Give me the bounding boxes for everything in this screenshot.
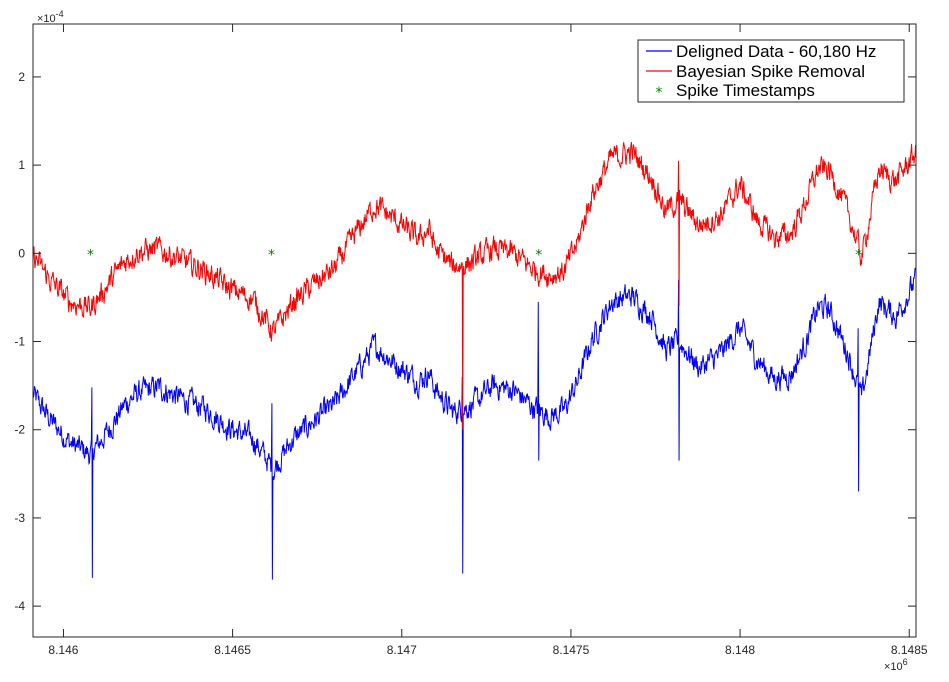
axes-background [33,24,916,637]
x-multiplier-power: 6 [903,657,908,667]
x-tick-label: 8.147 [387,643,417,657]
legend-box [637,39,905,103]
x-axis-multiplier: ×106 [884,657,908,673]
legend-label-spikes: Spike Timestamps [676,81,815,100]
y-tick-label: 1 [18,158,25,172]
x-tick-label: 8.1475 [553,643,590,657]
y-tick-label: 0 [18,246,25,260]
x-tick-label: 8.1485 [891,643,928,657]
x-tick-label: 8.148 [725,643,755,657]
legend: Deligned Data - 60,180 Hz Bayesian Spike… [637,39,905,103]
y-multiplier-base: ×10 [37,13,56,25]
y-tick-label: -3 [14,511,25,525]
plot-area: * * * * [32,23,917,638]
x-tick-label: 8.146 [48,643,78,657]
series-layer: * * * * [32,142,917,580]
spike-timestamp-marker: * [268,247,275,263]
y-multiplier-power: -4 [56,9,64,19]
y-tick-label: -1 [14,335,25,349]
y-tick-label: -2 [14,423,25,437]
series-line-bayesian [32,142,917,430]
spike-timestamp-marker: * [535,247,542,263]
y-tick-label: -4 [14,599,25,613]
x-tick-label: 8.1465 [214,643,251,657]
tick-layer: 8.146 8.1465 8.147 8.1475 8.148 8.1485 2 1 0 -1 -2… [14,24,928,657]
series-line-deligned [32,267,917,580]
x-multiplier-base: ×10 [884,661,903,673]
y-axis-multiplier: ×10-4 [37,9,64,25]
legend-marker-spike: * [656,85,663,101]
axes-frame [32,23,917,638]
spike-timestamp-marker: * [87,247,94,263]
legend-label-bayesian: Bayesian Spike Removal [676,62,865,81]
spike-timestamp-marker: * [855,247,862,263]
legend-label-deligned: Deligned Data - 60,180 Hz [676,42,876,61]
y-tick-label: 2 [18,70,25,84]
